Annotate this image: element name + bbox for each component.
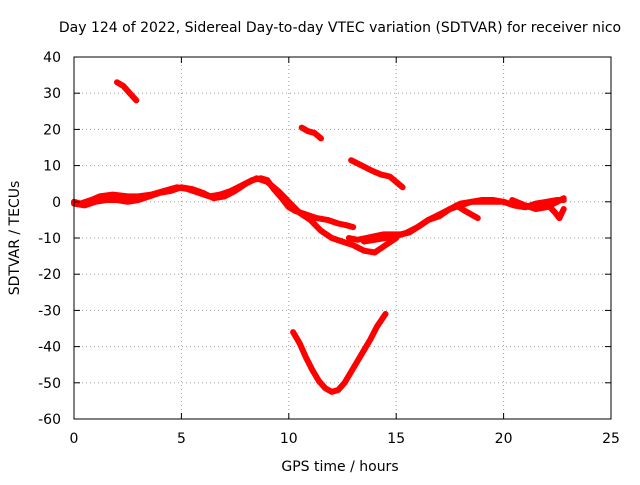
- x-tick-label: 10: [280, 431, 298, 447]
- y-tick-label: -50: [38, 376, 61, 392]
- x-tick-label: 0: [70, 431, 79, 447]
- y-tick-label: -60: [38, 412, 61, 428]
- y-tick-label: 10: [43, 159, 61, 175]
- x-tick-label: 20: [495, 431, 513, 447]
- series-arc-branch-1: [453, 202, 481, 222]
- grid-layer: [74, 57, 611, 419]
- x-tick-label: 15: [387, 431, 405, 447]
- x-tick-label: 25: [602, 431, 620, 447]
- y-tick-labels: -60 -50 -40 -30 -20 -10 0 10 20 30 40: [38, 50, 61, 428]
- series-arc-upper-2: [298, 124, 324, 142]
- y-tick-label: -10: [38, 231, 61, 247]
- y-tick-label: 20: [43, 122, 61, 138]
- series-arc-upper-3: [348, 157, 406, 191]
- y-tick-label: 0: [52, 195, 61, 211]
- y-tick-label: -40: [38, 340, 61, 356]
- chart-title: Day 124 of 2022, Sidereal Day-to-day VTE…: [59, 20, 621, 36]
- series-arc-branch-2: [509, 195, 567, 212]
- series-layer: [71, 79, 567, 395]
- y-tick-label: -30: [38, 303, 61, 319]
- x-tick-label: 5: [177, 431, 186, 447]
- y-tick-label: 30: [43, 86, 61, 102]
- series-arc-main-2: [71, 175, 400, 256]
- x-tick-labels: 0 5 10 15 20 25: [70, 431, 620, 447]
- series-arc-main-4: [361, 197, 567, 245]
- series-arc-dip: [290, 311, 389, 395]
- y-tick-label: 40: [43, 50, 61, 66]
- y-axis-label: SDTVAR / TECUs: [7, 181, 23, 296]
- y-tick-label: -20: [38, 267, 61, 283]
- x-axis-label: GPS time / hours: [281, 459, 398, 475]
- tick-layer: [73, 56, 612, 420]
- series-arc-upper-1: [114, 79, 140, 104]
